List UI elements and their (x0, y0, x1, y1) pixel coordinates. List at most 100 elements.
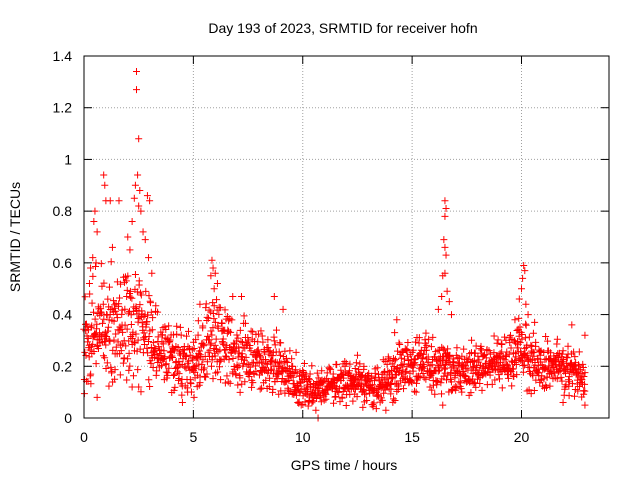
data-point (388, 374, 396, 382)
data-point (110, 317, 118, 325)
data-point (395, 339, 403, 347)
data-point (412, 338, 420, 346)
data-point (383, 360, 391, 368)
data-point (131, 270, 139, 278)
data-point (134, 366, 142, 374)
data-point (522, 321, 530, 329)
data-point (196, 379, 204, 387)
data-point (232, 371, 240, 379)
data-point (400, 385, 408, 393)
data-point (147, 308, 155, 316)
data-point (236, 326, 244, 334)
data-point (89, 272, 97, 280)
axis-ticks: 0 5 10 15 20 0 0.2 0.4 0.6 0.8 1 1.2 1.4 (53, 48, 609, 445)
data-point (133, 86, 140, 94)
data-point (278, 368, 286, 376)
data-point (378, 396, 386, 404)
data-point (164, 369, 172, 377)
data-point (130, 194, 138, 202)
y-tick-label: 0.8 (53, 203, 73, 219)
data-point (502, 351, 510, 359)
data-point (359, 385, 367, 393)
data-point (272, 326, 280, 334)
data-point (519, 274, 527, 282)
data-point (126, 362, 134, 370)
data-point (202, 300, 210, 308)
data-point (203, 313, 211, 321)
data-point (470, 379, 478, 387)
data-point (121, 321, 129, 329)
data-point (363, 397, 371, 405)
data-point (244, 337, 252, 345)
data-point (496, 375, 503, 383)
data-point (282, 366, 290, 374)
y-tick-label: 1.2 (53, 100, 73, 116)
data-point (94, 344, 102, 352)
data-point (91, 329, 99, 337)
data-point (565, 382, 573, 390)
data-point (575, 362, 583, 370)
data-point (128, 334, 136, 342)
data-point (211, 318, 219, 326)
data-point (105, 283, 113, 291)
data-point (112, 330, 120, 338)
data-point (176, 323, 184, 331)
data-point (133, 68, 140, 76)
data-point (434, 367, 442, 375)
data-point (412, 388, 420, 396)
data-point (511, 316, 519, 324)
data-point (285, 377, 293, 385)
data-point (414, 372, 422, 380)
data-point (432, 377, 440, 385)
data-point (460, 372, 468, 380)
data-point (403, 345, 411, 353)
data-point (136, 186, 144, 194)
data-point (123, 376, 131, 384)
data-point (91, 262, 99, 270)
data-point (141, 236, 149, 244)
data-point (200, 364, 208, 372)
data-point (136, 345, 144, 353)
data-point (91, 207, 99, 215)
data-point (137, 388, 145, 396)
data-point (232, 337, 240, 345)
data-point (87, 380, 95, 388)
data-point (214, 348, 222, 356)
data-point (202, 373, 210, 381)
data-point (93, 228, 101, 236)
x-tick-label: 10 (295, 429, 311, 445)
data-point (346, 360, 354, 368)
data-point (530, 387, 538, 395)
data-point (468, 336, 476, 344)
data-point (228, 316, 236, 324)
data-point (395, 382, 403, 390)
data-point (136, 301, 144, 309)
data-point (397, 362, 405, 370)
data-point (238, 292, 245, 300)
data-point (134, 171, 142, 179)
data-point (209, 324, 217, 332)
data-point (236, 388, 244, 396)
data-point (103, 333, 111, 341)
data-point (84, 335, 92, 342)
data-point (258, 332, 266, 340)
data-point (420, 374, 428, 382)
data-point (241, 319, 249, 327)
data-point (540, 375, 548, 383)
data-point (372, 405, 380, 413)
data-point (472, 383, 480, 391)
data-point (106, 197, 114, 205)
data-point (135, 383, 143, 391)
data-point (213, 296, 221, 304)
data-point (554, 353, 562, 361)
data-point (146, 382, 154, 390)
data-point (545, 362, 553, 370)
data-point (97, 260, 105, 268)
data-point (564, 342, 572, 350)
plot-area-border (83, 55, 610, 419)
data-point (133, 288, 141, 296)
data-point (87, 370, 95, 378)
data-point (92, 259, 100, 267)
data-point (465, 355, 473, 363)
data-point (249, 379, 257, 387)
